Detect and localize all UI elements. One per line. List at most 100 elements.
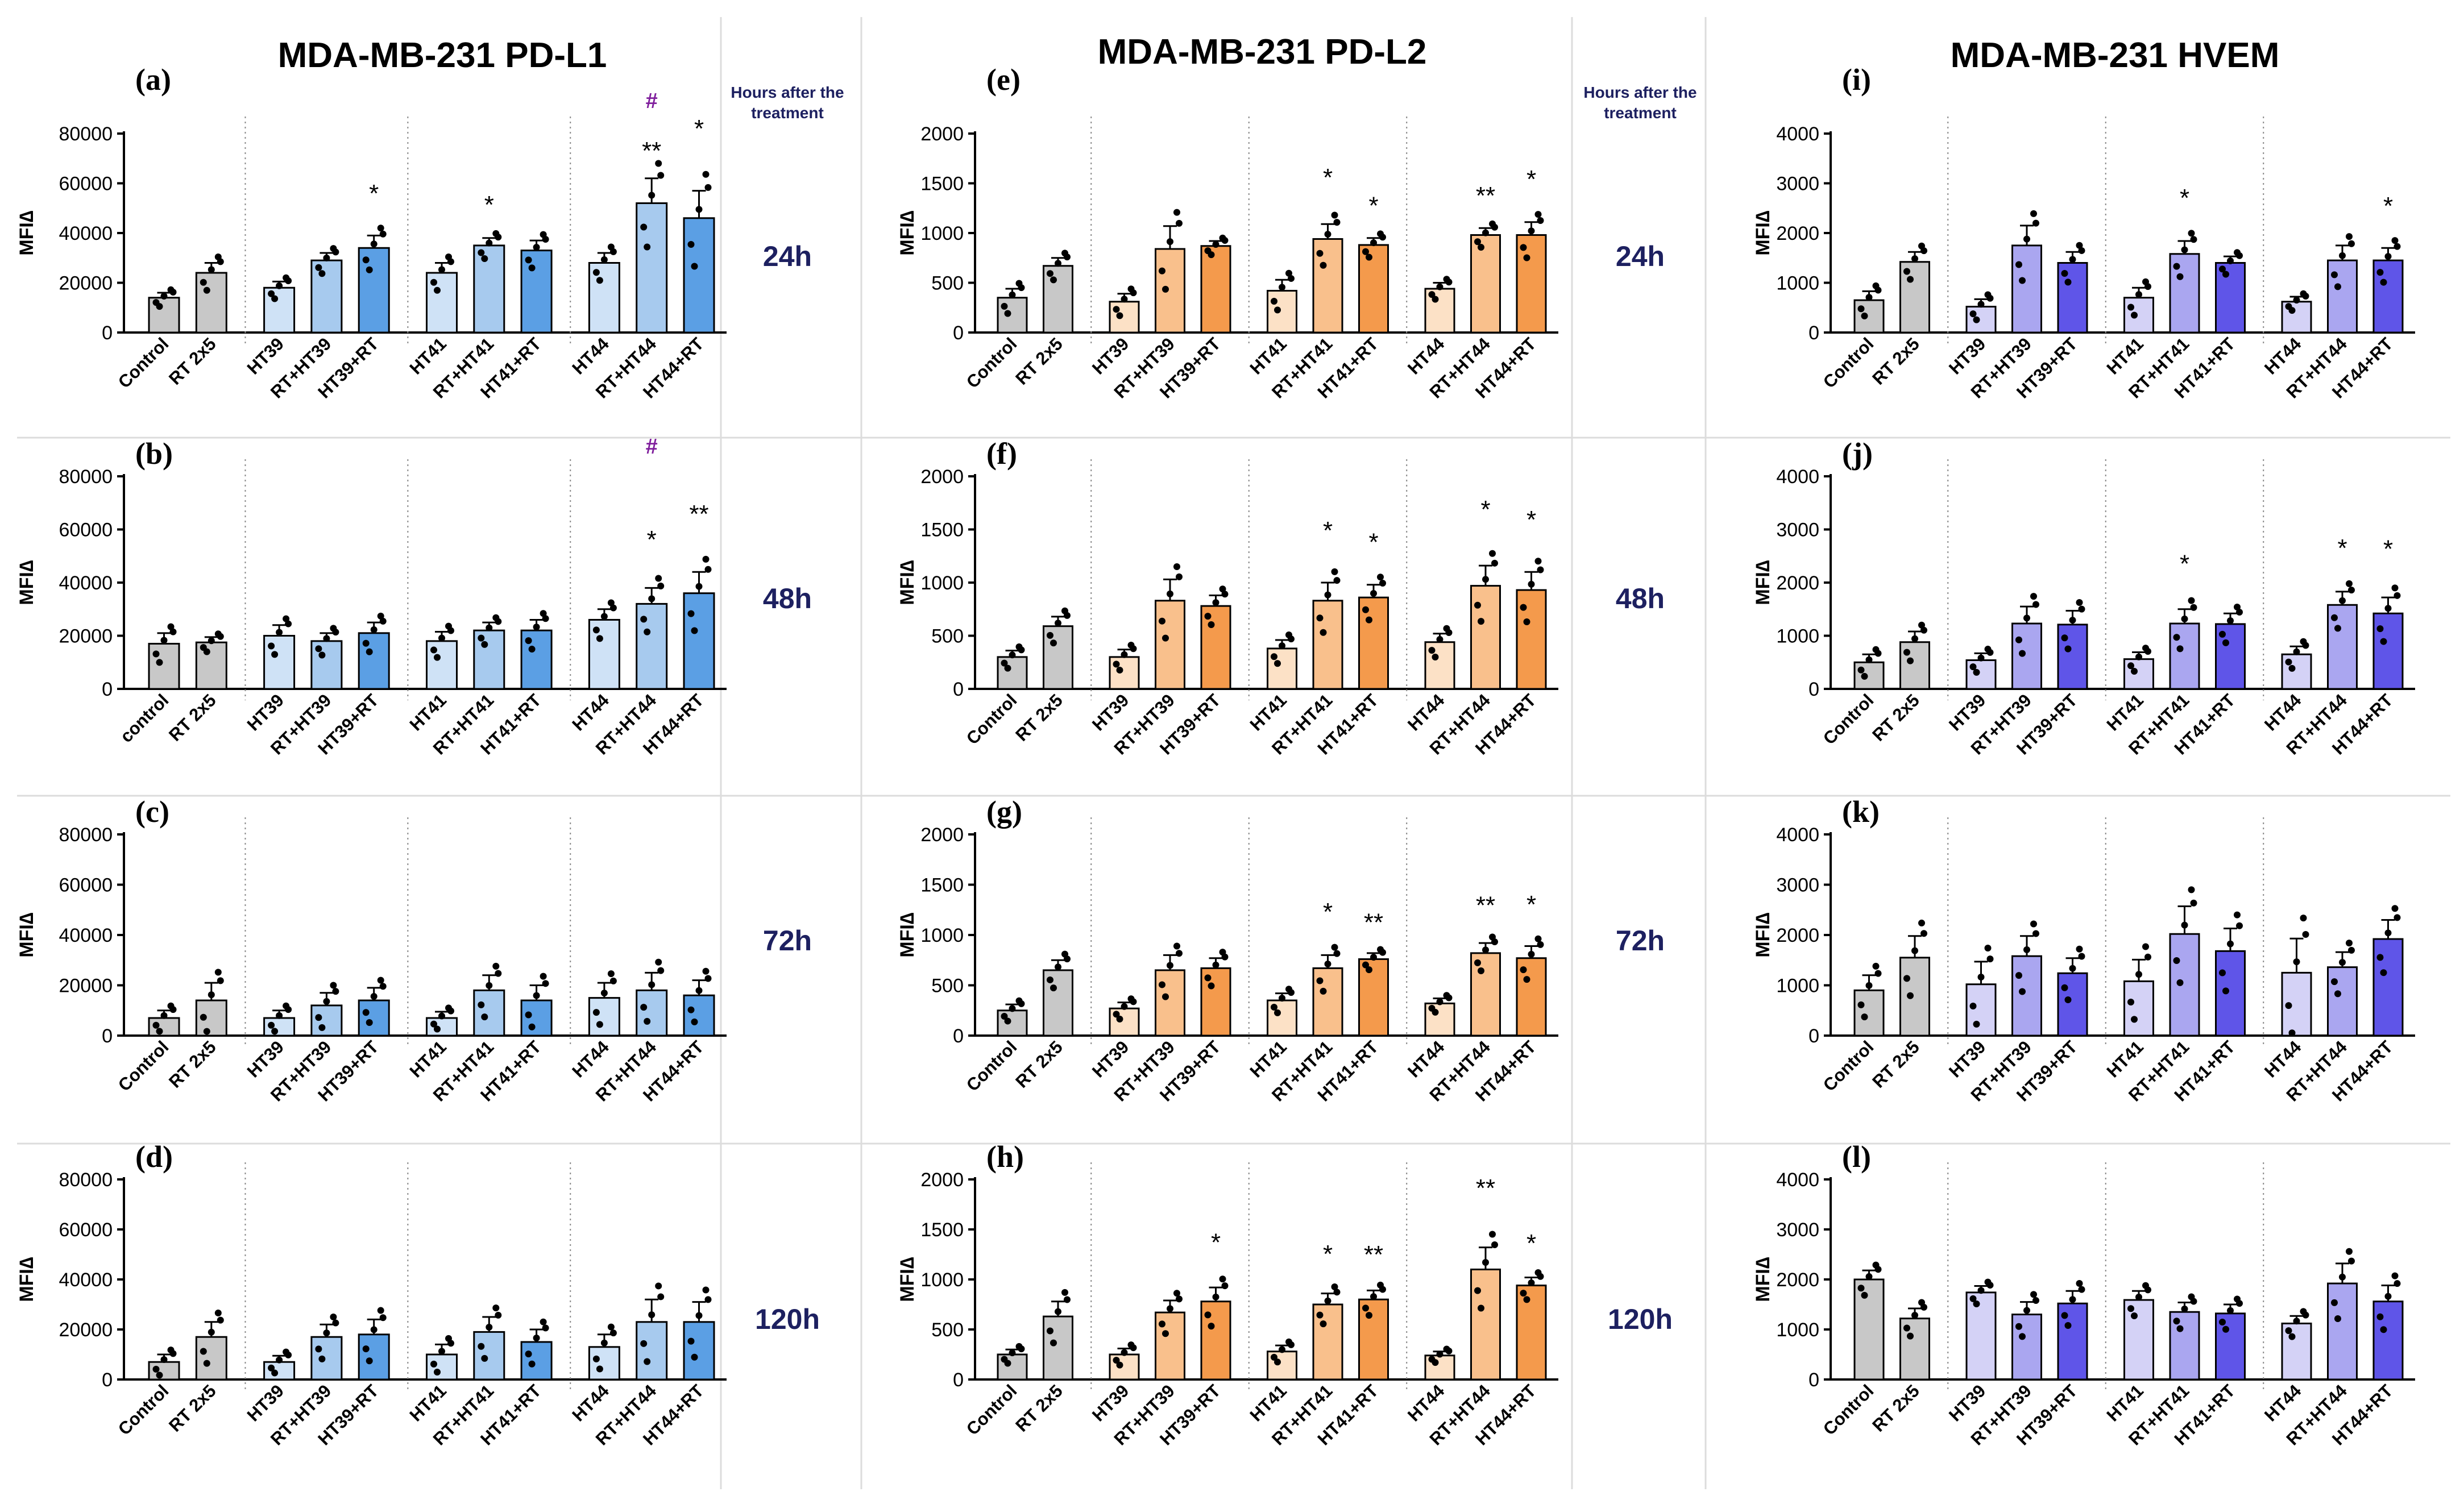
data-point [492, 962, 500, 970]
data-point [704, 184, 712, 191]
bar [2057, 624, 2088, 690]
data-point [217, 1316, 224, 1324]
data-point [657, 967, 665, 974]
data-point [1920, 247, 1927, 255]
bar [2123, 980, 2154, 1037]
data-point [533, 244, 540, 251]
data-point [2078, 953, 2085, 960]
data-point [1176, 950, 1183, 957]
bar [358, 999, 390, 1037]
data-point [1874, 650, 1882, 657]
data-point [528, 1023, 536, 1030]
data-point [2384, 1293, 2392, 1300]
data-point [156, 1028, 163, 1035]
data-point [377, 976, 384, 984]
bar [2327, 1282, 2358, 1381]
data-point [1523, 254, 1530, 261]
data-point [203, 648, 210, 655]
data-point [1986, 649, 1994, 656]
data-point [2064, 1322, 2072, 1329]
data-point [1911, 635, 1918, 642]
data-point [1861, 1013, 1868, 1021]
data-point [1445, 279, 1453, 286]
data-point [1903, 975, 1910, 982]
y-tick-label: 80000 [59, 466, 113, 488]
data-point [1865, 982, 1873, 989]
data-point [2376, 1313, 2384, 1320]
data-point [315, 645, 322, 653]
data-point [691, 1018, 698, 1025]
data-point [2176, 645, 2184, 653]
data-point [1176, 1295, 1183, 1303]
data-point [542, 615, 549, 622]
data-point [2030, 210, 2037, 217]
data-point [2348, 946, 2355, 954]
data-point [1212, 599, 1219, 606]
data-point [1920, 930, 1927, 937]
data-point [1520, 1290, 1527, 1297]
significance-marker: * [2180, 184, 2189, 212]
data-point [1537, 941, 1544, 948]
data-point [2190, 1298, 2197, 1305]
data-point [1061, 1289, 1068, 1296]
y-tick-label: 4000 [1776, 1169, 1819, 1191]
bar [2169, 933, 2200, 1037]
data-point [1212, 961, 1219, 969]
data-point [1333, 1289, 1341, 1296]
data-point [1167, 238, 1173, 246]
data-point [1162, 1330, 1169, 1337]
data-point [318, 1024, 326, 1031]
data-point [478, 634, 485, 642]
data-point [1903, 649, 1910, 656]
y-tick-label: 4000 [1776, 824, 1819, 846]
data-point [1857, 1001, 1865, 1008]
data-point [2069, 617, 2076, 624]
data-point [2135, 291, 2142, 298]
data-point [1176, 219, 1183, 227]
data-point [1173, 942, 1180, 950]
bar [1899, 957, 1930, 1037]
bar [588, 997, 620, 1037]
data-point [2346, 1248, 2353, 1255]
data-point [285, 277, 292, 284]
data-point [1204, 974, 1212, 982]
bar [1043, 1315, 1073, 1381]
bar [1200, 245, 1231, 334]
data-point [1986, 294, 1994, 302]
y-tick-label: 60000 [59, 173, 113, 195]
data-point [2285, 1327, 2292, 1335]
data-point [1986, 1282, 1994, 1289]
data-point [276, 1356, 283, 1364]
data-point [330, 982, 337, 989]
data-point [2339, 1273, 2346, 1281]
y-tick-label: 60000 [59, 520, 113, 541]
hours-header: Hours after the [731, 84, 844, 101]
bar [1470, 585, 1501, 690]
y-tick-label: 500 [931, 975, 964, 997]
data-point [1478, 618, 1484, 625]
bar [1853, 1278, 1885, 1381]
data-point [525, 256, 532, 264]
data-point [438, 1348, 445, 1355]
panel-label: (d) [135, 1140, 173, 1174]
data-point [1324, 961, 1331, 968]
data-point [1004, 1360, 1011, 1367]
data-point [2131, 1016, 2138, 1023]
y-axis-label: MFI∆ [16, 560, 38, 605]
data-point [1018, 646, 1025, 654]
data-point [2127, 1305, 2134, 1312]
data-point [276, 1012, 283, 1019]
data-point [366, 1019, 373, 1026]
data-point [430, 646, 437, 654]
data-point [1474, 601, 1481, 609]
data-point [2236, 922, 2243, 929]
data-point [2219, 1319, 2226, 1326]
data-point [430, 1360, 437, 1368]
data-point [2380, 279, 2387, 286]
data-point [200, 1348, 207, 1355]
panel-label: (j) [1842, 437, 1873, 471]
data-point [285, 1351, 292, 1358]
data-point [214, 1309, 222, 1316]
data-point [1221, 953, 1229, 961]
